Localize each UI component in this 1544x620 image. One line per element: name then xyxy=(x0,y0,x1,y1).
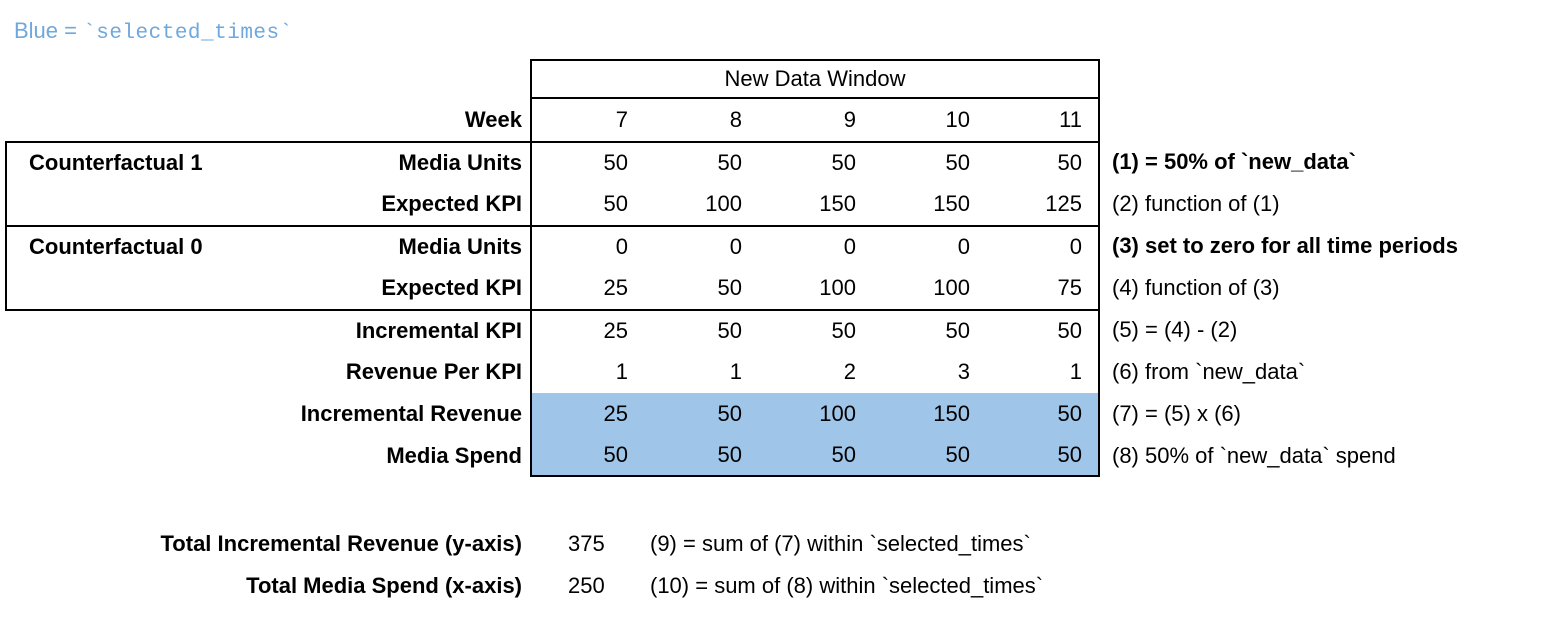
counterfactual-table: New Data Window Week 7 8 9 10 11 Counter… xyxy=(5,59,1544,477)
cell-value: 50 xyxy=(644,309,758,351)
row-note: (6) from `new_data` xyxy=(1112,359,1306,384)
cell-value-highlighted: 50 xyxy=(644,393,758,435)
row-label: Expected KPI xyxy=(381,275,522,300)
cell-value: 0 xyxy=(644,225,758,267)
row-label: Media Units xyxy=(398,150,522,175)
cell-value: 25 xyxy=(530,267,644,309)
week-value: 11 xyxy=(986,99,1100,141)
summary-row-total-media-spend: Total Media Spend (x-axis) 250 (10) = su… xyxy=(5,565,1544,607)
cell-value: 150 xyxy=(819,191,856,216)
cell-value: 50 xyxy=(872,309,986,351)
row-label-cell: Incremental KPI xyxy=(5,309,530,351)
cell-value: 50 xyxy=(758,309,872,351)
table-row-revenue-per-kpi: Revenue Per KPI 1 1 2 3 1 (6) from `new_… xyxy=(5,351,1544,393)
row-label-cell: Media Spend xyxy=(5,435,530,477)
cell-value: 100 xyxy=(819,275,856,300)
cell-value: 1 xyxy=(729,359,742,384)
row-label: Incremental Revenue xyxy=(300,401,522,426)
cell-value-highlighted: 100 xyxy=(758,393,872,435)
row-note: (4) function of (3) xyxy=(1112,275,1280,300)
legend-blue-note: Blue = `selected_times` xyxy=(14,18,1544,45)
row-note: (7) = (5) x (6) xyxy=(1112,401,1241,426)
cell-value: 1 xyxy=(986,351,1100,393)
week-value: 10 xyxy=(945,107,970,132)
cell-value: 2 xyxy=(843,359,856,384)
row-note: (1) = 50% of `new_data` xyxy=(1112,149,1356,174)
cell-value: 1 xyxy=(530,351,644,393)
table-row-incremental-kpi: Incremental KPI 25 50 50 50 50 (5) = (4)… xyxy=(5,309,1544,351)
cell-value: 0 xyxy=(758,225,872,267)
cell-value-highlighted: 50 xyxy=(530,435,644,477)
cell-value-highlighted: 25 xyxy=(530,393,644,435)
legend-prefix: Blue = xyxy=(14,18,84,43)
cell-value-highlighted: 50 xyxy=(872,435,986,477)
cell-value: 25 xyxy=(530,309,644,351)
cell-value-highlighted: 50 xyxy=(986,393,1100,435)
row-note: (5) = (4) - (2) xyxy=(1112,317,1238,342)
row-label: Incremental KPI xyxy=(355,318,522,343)
row-label-cell: Incremental Revenue xyxy=(5,393,530,435)
header-spacer xyxy=(5,59,530,99)
cell-value: 0 xyxy=(986,225,1100,267)
row-label-cell: Counterfactual 1 Media Units xyxy=(5,141,530,183)
week-label-cell: Week xyxy=(5,99,530,141)
cell-value: 0 xyxy=(530,225,644,267)
row-note: (3) set to zero for all time periods xyxy=(1112,233,1458,258)
summary-label: Total Media Spend (x-axis) xyxy=(246,573,522,598)
row-label-cell: Revenue Per KPI xyxy=(5,351,530,393)
summary-totals: Total Incremental Revenue (y-axis) 375 (… xyxy=(5,523,1544,607)
week-value: 8 xyxy=(729,107,742,132)
summary-row-total-incremental-revenue: Total Incremental Revenue (y-axis) 375 (… xyxy=(5,523,1544,565)
group-label-counterfactual-0: Counterfactual 0 xyxy=(29,234,203,259)
cell-value: 0 xyxy=(872,225,986,267)
summary-note: (10) = sum of (8) within `selected_times… xyxy=(650,573,1044,598)
cell-value: 50 xyxy=(986,309,1100,351)
summary-value: 250 xyxy=(568,573,605,598)
table-row-media-spend: Media Spend 50 50 50 50 50 (8) 50% of `n… xyxy=(5,435,1544,477)
week-value: 7 xyxy=(530,99,644,141)
figure-page: Blue = `selected_times` New Data Window … xyxy=(5,18,1544,607)
cell-value-highlighted: 150 xyxy=(872,393,986,435)
cell-value: 100 xyxy=(933,275,970,300)
cell-value: 150 xyxy=(933,191,970,216)
table-row-cf0-expected-kpi: Expected KPI 25 50 100 100 75 (4) functi… xyxy=(5,267,1544,309)
cell-value: 50 xyxy=(530,183,644,225)
cell-value-highlighted: 50 xyxy=(758,435,872,477)
cell-value: 50 xyxy=(644,141,758,183)
cell-value-highlighted: 50 xyxy=(644,435,758,477)
row-label-cell: Counterfactual 0 Media Units xyxy=(5,225,530,267)
new-data-window-title: New Data Window xyxy=(530,59,1100,99)
row-label-cell: Expected KPI xyxy=(5,267,530,309)
table-row-incremental-revenue: Incremental Revenue 25 50 100 150 50 (7)… xyxy=(5,393,1544,435)
week-label: Week xyxy=(464,107,522,132)
cell-value: 50 xyxy=(986,141,1100,183)
row-note: (8) 50% of `new_data` spend xyxy=(1112,443,1396,468)
legend-code-selected-times: `selected_times` xyxy=(83,22,293,45)
cell-value: 50 xyxy=(758,141,872,183)
summary-note: (9) = sum of (7) within `selected_times` xyxy=(650,531,1031,556)
table-header-row: New Data Window xyxy=(5,59,1544,99)
cell-value: 125 xyxy=(986,183,1100,225)
cell-value: 50 xyxy=(872,141,986,183)
row-label: Media Units xyxy=(398,234,522,259)
table-row-cf0-media-units: Counterfactual 0 Media Units 0 0 0 0 0 (… xyxy=(5,225,1544,267)
table-row-cf1-media-units: Counterfactual 1 Media Units 50 50 50 50… xyxy=(5,141,1544,183)
week-value: 9 xyxy=(843,107,856,132)
row-label: Expected KPI xyxy=(381,191,522,216)
cell-value: 50 xyxy=(530,141,644,183)
cell-value: 100 xyxy=(705,191,742,216)
week-row: Week 7 8 9 10 11 xyxy=(5,99,1544,141)
row-label-cell: Expected KPI xyxy=(5,183,530,225)
row-note: (2) function of (1) xyxy=(1112,191,1280,216)
cell-value: 3 xyxy=(957,359,970,384)
cell-value: 75 xyxy=(986,267,1100,309)
group-label-counterfactual-1: Counterfactual 1 xyxy=(29,150,203,175)
cell-value-highlighted: 50 xyxy=(986,435,1100,477)
summary-value: 375 xyxy=(568,531,605,556)
table-row-cf1-expected-kpi: Expected KPI 50 100 150 150 125 (2) func… xyxy=(5,183,1544,225)
summary-label: Total Incremental Revenue (y-axis) xyxy=(160,531,523,556)
row-label: Media Spend xyxy=(386,443,522,468)
cell-value: 50 xyxy=(717,275,742,300)
row-label: Revenue Per KPI xyxy=(345,359,522,384)
